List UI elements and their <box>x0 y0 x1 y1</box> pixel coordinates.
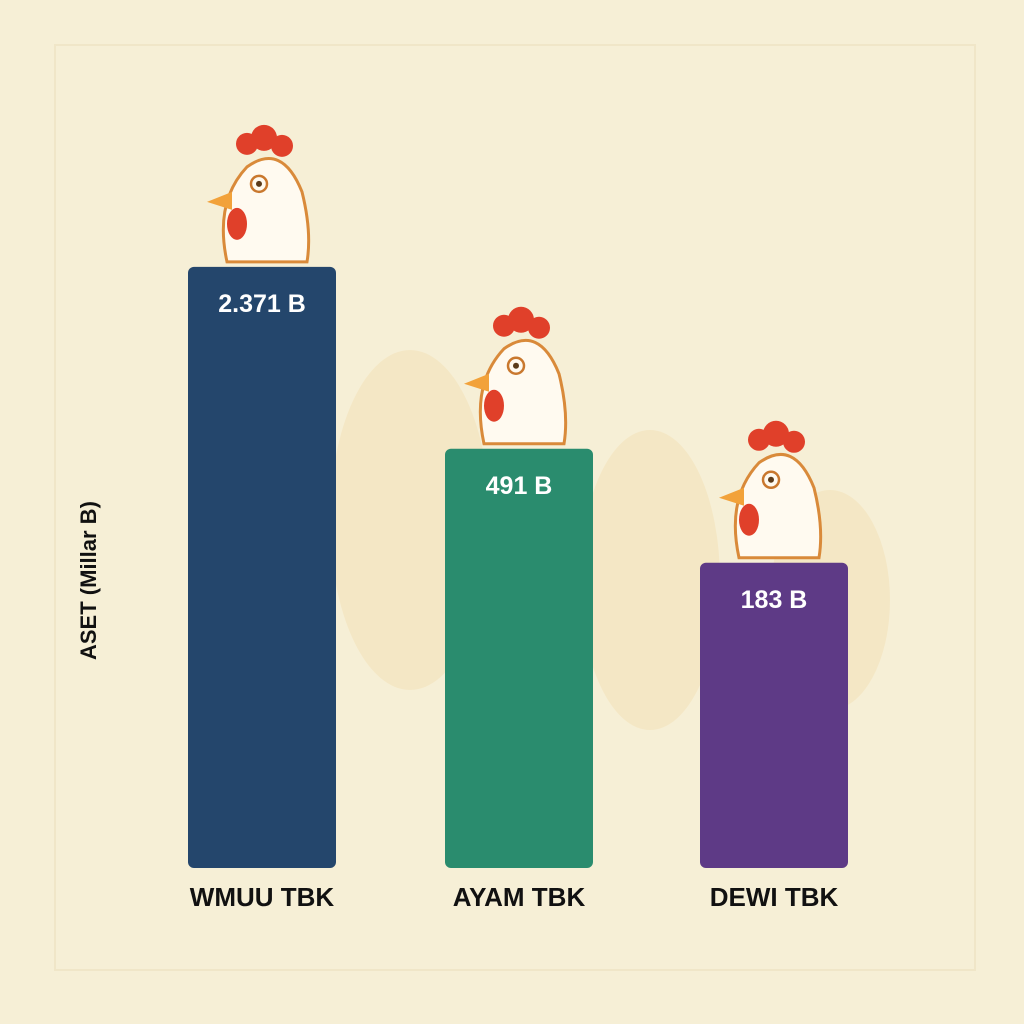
chicken-icon <box>464 306 568 446</box>
chicken-icon <box>207 124 311 264</box>
x-tick-label: DEWI TBK <box>710 882 839 912</box>
data-label: 2.371 B <box>218 290 306 318</box>
y-axis-label: ASET (Millar B) <box>76 501 101 660</box>
data-label: 183 B <box>741 586 808 614</box>
data-label: 491 B <box>486 472 553 500</box>
x-tick-label: WMUU TBK <box>190 882 335 912</box>
x-tick-label: AYAM TBK <box>453 882 586 912</box>
bar-wmuu-tbk <box>188 266 336 868</box>
bar-ayam-tbk <box>445 448 593 868</box>
bar-dewi-tbk <box>700 562 848 868</box>
chicken-icon <box>719 420 823 560</box>
